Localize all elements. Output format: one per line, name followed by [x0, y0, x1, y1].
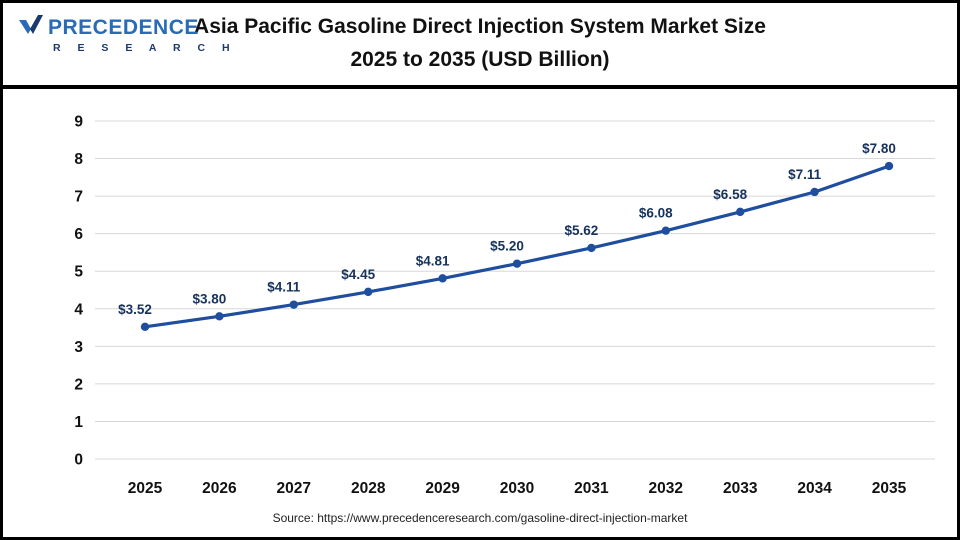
data-point-marker — [661, 226, 670, 235]
data-point-label: $5.62 — [565, 223, 599, 238]
y-axis-tick-label: 9 — [74, 114, 83, 131]
y-axis-tick-label: 6 — [74, 226, 83, 243]
data-point-marker — [736, 207, 745, 217]
data-point-label: $7.80 — [862, 141, 896, 156]
data-point-label: $3.52 — [118, 302, 152, 317]
y-axis-tick-label: 5 — [74, 264, 83, 281]
y-axis-tick-label: 4 — [74, 301, 83, 318]
x-axis-tick-label: 2029 — [425, 480, 460, 497]
data-point-marker — [884, 161, 894, 171]
data-point-label: $6.08 — [639, 206, 673, 221]
data-point-label: $4.11 — [267, 280, 301, 295]
data-point-label: $4.45 — [341, 267, 375, 282]
y-axis-tick-label: 3 — [74, 339, 83, 356]
data-point-marker — [140, 322, 150, 332]
data-point-label: $5.20 — [490, 239, 524, 254]
data-point-label: $6.58 — [713, 187, 747, 202]
x-axis-tick-label: 2030 — [500, 480, 534, 497]
y-axis-tick-label: 0 — [74, 452, 83, 469]
chart-title-line2: 2025 to 2035 (USD Billion) — [350, 48, 610, 71]
x-axis-tick-label: 2026 — [202, 480, 237, 497]
data-point-marker — [810, 187, 819, 197]
source-text: Source: https://www.precedenceresearch.c… — [272, 511, 688, 525]
x-axis-tick-label: 2025 — [128, 480, 163, 497]
y-axis-tick-label: 7 — [74, 189, 83, 206]
data-point-marker — [364, 287, 373, 297]
header: PRECEDENCE R E S E A R C H Asia Pacific … — [3, 3, 957, 89]
x-axis-tick-label: 2028 — [351, 480, 386, 497]
chart-title: Asia Pacific Gasoline Direct Injection S… — [194, 11, 766, 76]
logo-icon — [19, 15, 43, 40]
data-point-marker — [438, 274, 447, 283]
y-axis-tick-label: 1 — [74, 414, 83, 431]
precedence-research-logo: PRECEDENCE R E S E A R C H — [19, 15, 237, 54]
x-axis-tick-label: 2027 — [277, 480, 311, 497]
data-point-label: $4.81 — [416, 253, 450, 268]
x-axis-tick-label: 2031 — [574, 480, 609, 497]
logo-subtitle: R E S E A R C H — [53, 42, 237, 54]
data-point-label: $3.80 — [193, 291, 227, 306]
y-axis-tick-label: 2 — [74, 376, 83, 393]
data-point-marker — [512, 259, 522, 268]
chart-title-line1: Asia Pacific Gasoline Direct Injection S… — [194, 15, 766, 39]
x-axis-tick-label: 2033 — [723, 480, 758, 497]
x-axis-tick-label: 2032 — [649, 480, 683, 497]
data-point-marker — [587, 243, 596, 253]
x-axis-tick-label: 2035 — [872, 480, 907, 497]
logo-name: PRECEDENCE — [48, 15, 199, 39]
chart-area: 0 1 2 3 4 5 6 7 8 9 2025 2026 2027 2028 2029 2030 2031 20… — [3, 89, 957, 537]
data-point-marker — [289, 300, 298, 309]
y-axis-tick-label: 8 — [74, 151, 83, 168]
line-chart: 0 1 2 3 4 5 6 7 8 9 2025 2026 2027 2028 2029 2030 2031 20… — [74, 114, 935, 497]
x-axis-tick-label: 2034 — [797, 480, 832, 497]
data-point-marker — [215, 312, 224, 321]
data-point-label: $7.11 — [788, 167, 822, 182]
